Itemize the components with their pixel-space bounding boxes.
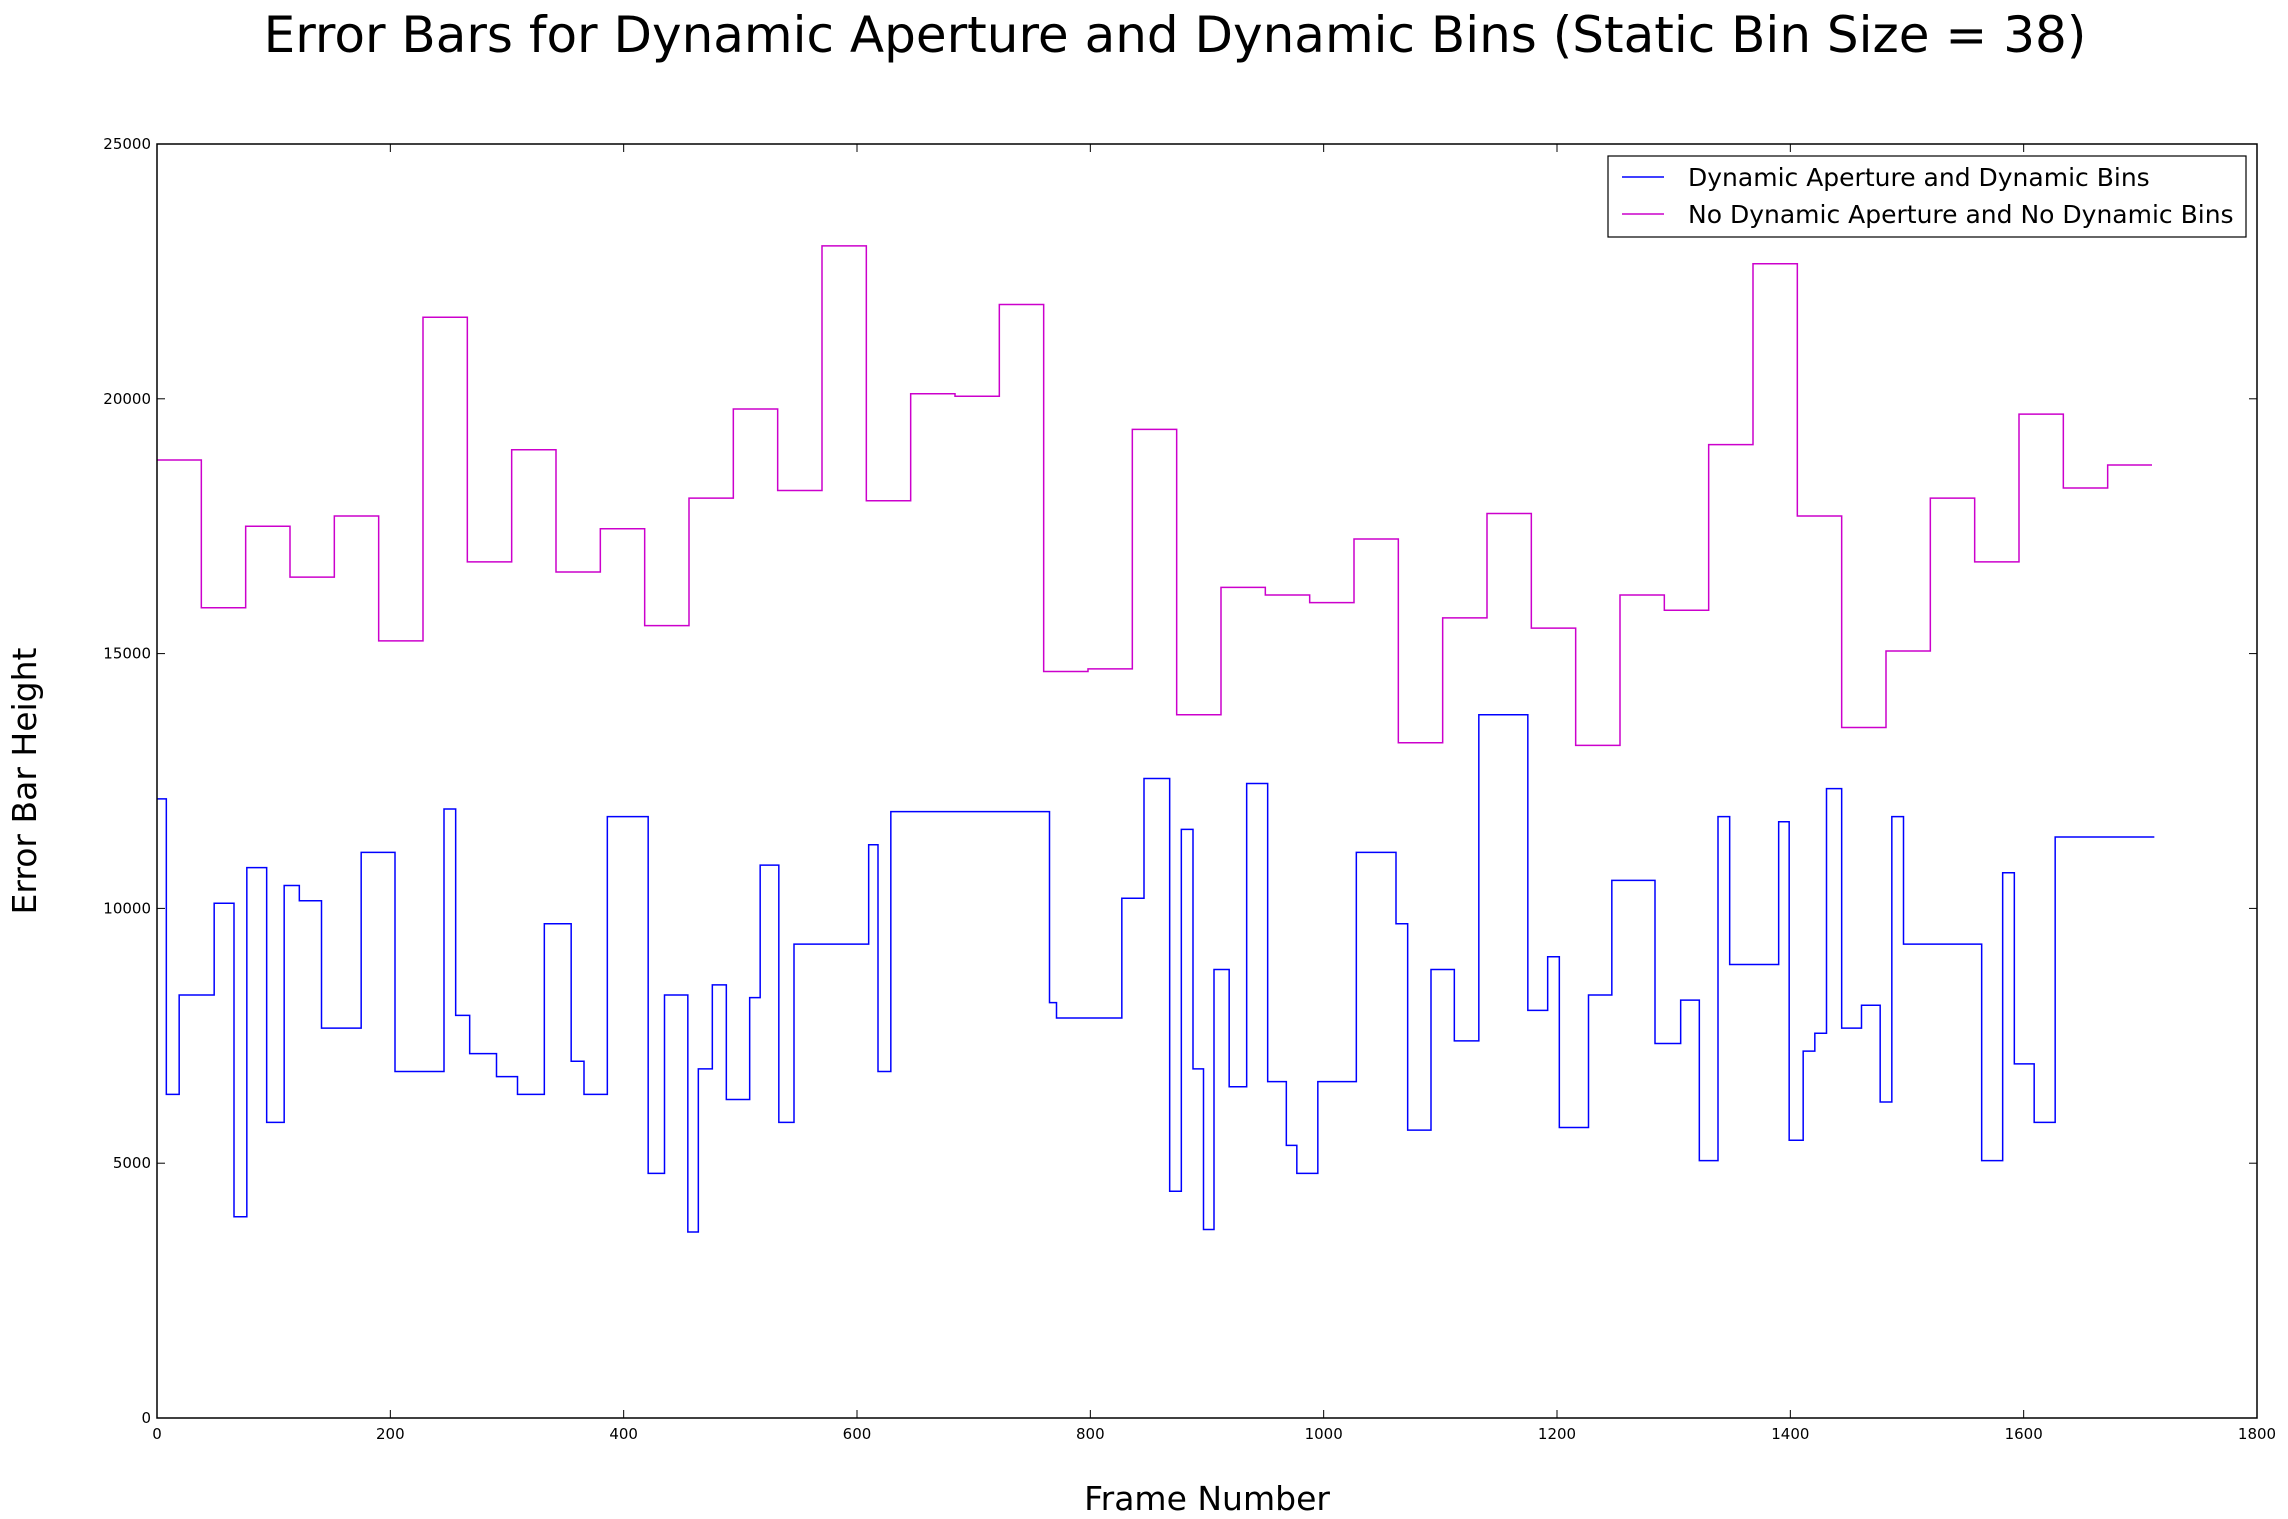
x-axis-label: Frame Number <box>1084 1479 1330 1518</box>
legend: Dynamic Aperture and Dynamic Bins No Dyn… <box>1607 155 2247 238</box>
x-tick-label: 1200 <box>1538 1425 1576 1443</box>
y-tick-label: 15000 <box>103 645 151 663</box>
series-layer <box>157 245 2155 1233</box>
legend-box <box>1607 155 2247 238</box>
x-tick-label: 0 <box>152 1425 162 1443</box>
legend-label-dynamic: Dynamic Aperture and Dynamic Bins <box>1688 163 2150 192</box>
x-tick-label: 400 <box>609 1425 638 1443</box>
plot-frame <box>156 143 2258 1419</box>
y-tick-label: 20000 <box>103 390 151 408</box>
x-tick-label: 1600 <box>2005 1425 2043 1443</box>
x-tick-label: 1000 <box>1305 1425 1343 1443</box>
y-axis-label: Error Bar Height <box>5 647 44 914</box>
y-tick-label: 0 <box>141 1409 151 1427</box>
y-axis-ticks: 0 5000 10000 15000 20000 25000 <box>103 135 2257 1427</box>
x-tick-label: 200 <box>376 1425 405 1443</box>
x-tick-label: 1400 <box>1771 1425 1809 1443</box>
series-line-1 <box>157 245 2152 747</box>
series-line-0 <box>157 714 2155 1233</box>
legend-label-no-dynamic: No Dynamic Aperture and No Dynamic Bins <box>1688 200 2234 229</box>
y-tick-label: 25000 <box>103 135 151 153</box>
y-tick-label: 5000 <box>113 1154 151 1172</box>
x-tick-label: 600 <box>843 1425 872 1443</box>
x-tick-label: 1800 <box>2238 1425 2276 1443</box>
chart-title: Error Bars for Dynamic Aperture and Dyna… <box>264 6 2087 64</box>
y-tick-label: 10000 <box>103 899 151 917</box>
x-axis-ticks: 0 200 400 600 800 1000 1200 1400 1600 1800 <box>152 144 2276 1443</box>
x-tick-label: 800 <box>1076 1425 1105 1443</box>
